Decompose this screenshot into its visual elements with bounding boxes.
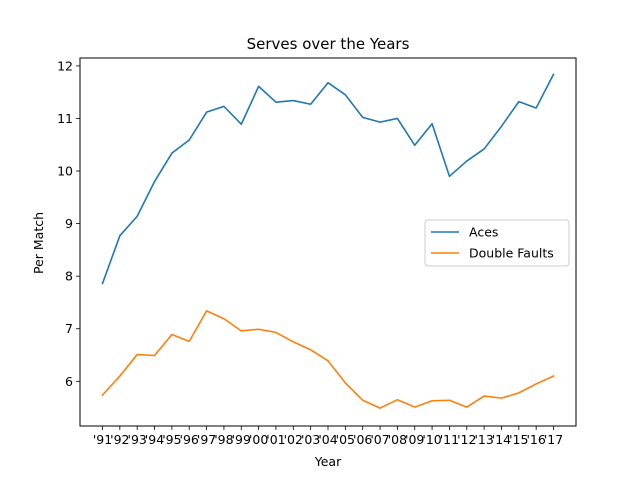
legend-label-0: Aces: [469, 225, 498, 240]
legend: Aces Double Faults: [424, 219, 570, 267]
x-tick-label: '94: [145, 432, 164, 447]
x-tick-label: '14: [492, 432, 511, 447]
x-tick-label: '05: [336, 432, 355, 447]
x-tick-label: '09: [405, 432, 424, 447]
x-tick-label: '91: [93, 432, 112, 447]
x-tick-label: '17: [544, 432, 563, 447]
legend-label-1: Double Faults: [469, 246, 554, 261]
x-tick-label: '12: [457, 432, 476, 447]
x-tick-label: '03: [301, 432, 320, 447]
x-tick-label: '96: [180, 432, 199, 447]
x-tick-label: '04: [318, 432, 337, 447]
chart-title: Serves over the Years: [247, 35, 410, 53]
x-tick-label: '93: [128, 432, 147, 447]
x-tick-label: '13: [474, 432, 493, 447]
x-tick-label: '16: [526, 432, 545, 447]
x-tick-label: '11: [440, 432, 459, 447]
x-tick-label: '01: [266, 432, 285, 447]
x-tick-label: '02: [284, 432, 303, 447]
y-tick-label: 6: [65, 374, 73, 389]
y-tick-label: 10: [57, 164, 73, 179]
x-tick-label: '98: [214, 432, 233, 447]
y-tick-label: 12: [57, 58, 73, 73]
x-tick-label: '08: [388, 432, 407, 447]
series-line-1: [101, 310, 555, 409]
x-axis-label: Year: [314, 454, 342, 469]
x-tick-label: '95: [162, 432, 181, 447]
x-tick-label: '07: [370, 432, 389, 447]
x-tick-label: '06: [353, 432, 372, 447]
y-tick-label: 9: [65, 216, 73, 231]
x-tick-label: '97: [197, 432, 216, 447]
x-tick-label: '92: [110, 432, 129, 447]
x-tick-label: '10: [422, 432, 441, 447]
x-tick-label: '00: [249, 432, 268, 447]
y-tick-label: 7: [65, 321, 73, 336]
y-tick-label: 8: [65, 269, 73, 284]
y-axis-label: Per Match: [31, 212, 46, 274]
x-tick-label: '99: [232, 432, 251, 447]
x-tick-label: '15: [509, 432, 528, 447]
plot-area: '91'92'93'94'95'96'97'98'99'00'01'02'03'…: [57, 57, 577, 447]
y-tick-label: 11: [57, 111, 73, 126]
legend-box: [424, 219, 570, 267]
